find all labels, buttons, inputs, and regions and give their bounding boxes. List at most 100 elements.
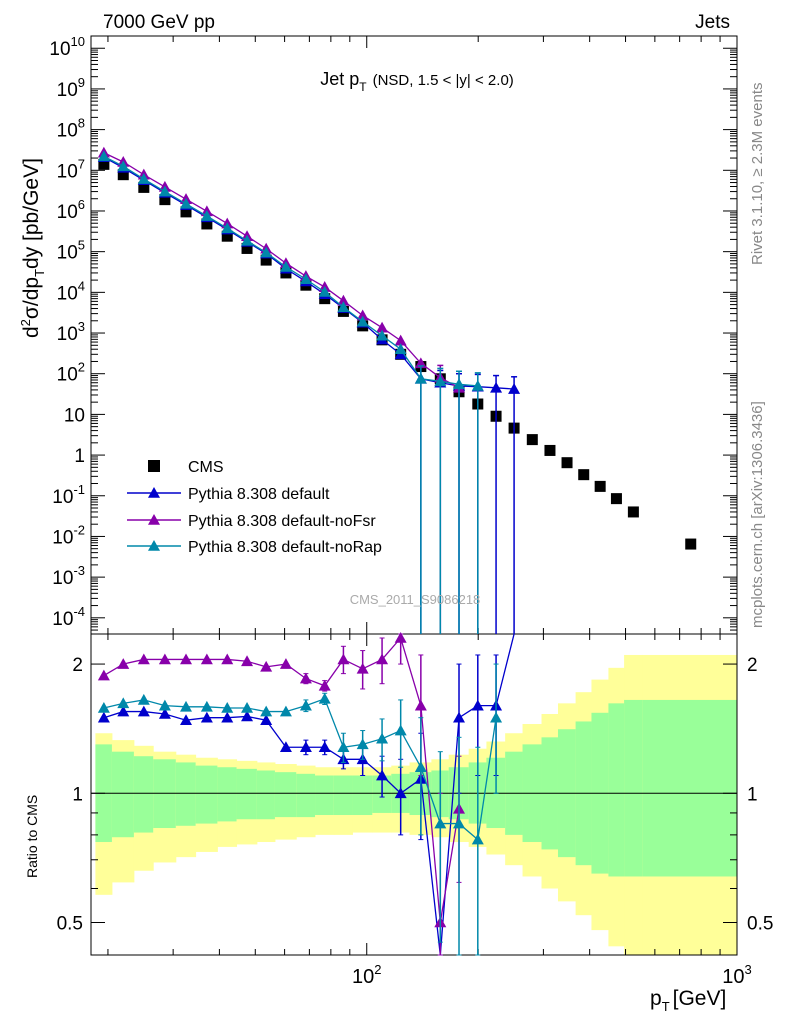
cms-data-point (260, 254, 272, 266)
mc-data-point (490, 381, 503, 393)
y-tick-label: 102 (57, 360, 85, 386)
band-inner (296, 773, 316, 818)
ratio-uncertainty-bands (95, 654, 738, 955)
cms-data-point (117, 169, 129, 181)
ratio-data-point (180, 653, 193, 665)
ratio-data-point (200, 711, 213, 723)
mc-data-point (376, 321, 389, 333)
y-tick-label: 10-3 (52, 563, 85, 589)
ratio-data-point (97, 669, 110, 681)
band-inner (642, 699, 738, 877)
ratio-frame (90, 633, 738, 956)
cms-data-point (685, 538, 697, 550)
mc-data-point (117, 160, 130, 172)
ratio-data-point (318, 741, 331, 753)
y-tick-label: 1010 (49, 34, 85, 60)
x-tick-label: 102 (352, 962, 381, 988)
cms-data-point (201, 218, 213, 230)
main-panel-series (97, 146, 697, 634)
x-axis-label: pT [GeV] (650, 987, 726, 1014)
ratio-data-point (158, 699, 171, 711)
band-inner (111, 751, 135, 838)
ratio-data-point (200, 653, 213, 665)
cms-data-point (627, 506, 639, 518)
mc-data-point (158, 185, 171, 197)
ratio-data-point (241, 710, 254, 722)
band-inner (217, 767, 238, 822)
ratio-data-point (158, 653, 171, 665)
ratio-data-point (158, 708, 171, 719)
y-tick-label: 10-4 (52, 604, 85, 630)
legend-marker (148, 540, 160, 551)
y-tick-label: 106 (57, 197, 85, 223)
y-axis-label: d2σ/dpTdy [pb/GeV] (18, 158, 47, 338)
mc-data-point (356, 315, 369, 327)
ratio-data-point (117, 705, 130, 717)
band-inner (608, 703, 625, 877)
ratio-data-point (394, 632, 407, 643)
ratio-data-point (394, 787, 407, 799)
ratio-data-point (471, 699, 484, 711)
ratio-data-point (337, 741, 350, 753)
mc-data-point (180, 197, 193, 209)
ratio-data-point (414, 761, 427, 773)
ratio-y-axis-label: Ratio to CMS (24, 795, 40, 878)
y-tick-label: 103 (57, 319, 85, 345)
ratio-data-point (117, 658, 130, 669)
rivet-label: Rivet 3.1.10, ≥ 2.3M events (749, 83, 766, 266)
ratio-data-point (180, 714, 193, 725)
ratio-panel-axes: 102 103 0.5 0.5 1 1 2 2 (57, 633, 773, 988)
mc-data-point (318, 285, 331, 297)
cms-data-point (159, 194, 171, 206)
ratio-data-point (299, 672, 312, 684)
ratio-data-point (453, 817, 466, 829)
y-tick-label: 1 (74, 446, 85, 467)
cms-data-point (98, 158, 110, 170)
ratio-data-point (221, 702, 234, 713)
ratio-data-point (414, 699, 427, 711)
ratio-data-point (137, 653, 150, 665)
header-energy: 7000 GeV pp (103, 12, 215, 33)
ratio-data-point (221, 653, 234, 665)
ratio-data-point (221, 711, 234, 723)
legend-label: CMS (188, 459, 224, 476)
cms-data-point (526, 434, 538, 446)
y-tick-label: 108 (57, 116, 85, 142)
mc-data-point (337, 294, 350, 306)
ratio-data-point (260, 714, 273, 725)
mc-data-point (434, 375, 447, 387)
band-inner (624, 699, 643, 877)
ratio-data-point (137, 693, 150, 705)
ratio-data-point (279, 658, 292, 669)
ratio-data-point (279, 741, 292, 753)
ratio-y-tick-label: 2 (747, 655, 758, 676)
ratio-data-point (356, 662, 369, 674)
ratio-y-tick-label: 0.5 (747, 913, 773, 934)
cms-data-point (561, 457, 573, 469)
cms-data-point (241, 242, 253, 254)
band-inner (315, 775, 335, 816)
mc-data-point (356, 309, 369, 321)
ratio-data-point (337, 653, 350, 665)
mc-data-point (137, 173, 150, 184)
x-tick-label: 103 (722, 962, 751, 988)
ratio-data-point (241, 655, 254, 667)
cms-data-point (221, 230, 233, 242)
legend-label: Pythia 8.308 default (188, 486, 330, 503)
band-inner (352, 775, 373, 816)
band-inner (256, 770, 276, 820)
mc-data-point (221, 222, 234, 234)
legend-marker (148, 487, 160, 498)
band-inner (175, 762, 197, 826)
mc-data-point (453, 378, 466, 390)
ratio-data-point (376, 653, 389, 665)
mc-data-point (279, 260, 292, 272)
ratio-y-tick-label: 2 (72, 655, 83, 676)
ratio-data-point (376, 732, 389, 744)
y-tick-label: 109 (57, 75, 85, 101)
band-inner (333, 775, 353, 816)
ratio-data-point (200, 700, 213, 712)
mc-data-point (376, 329, 389, 341)
ratio-data-point (356, 738, 369, 750)
